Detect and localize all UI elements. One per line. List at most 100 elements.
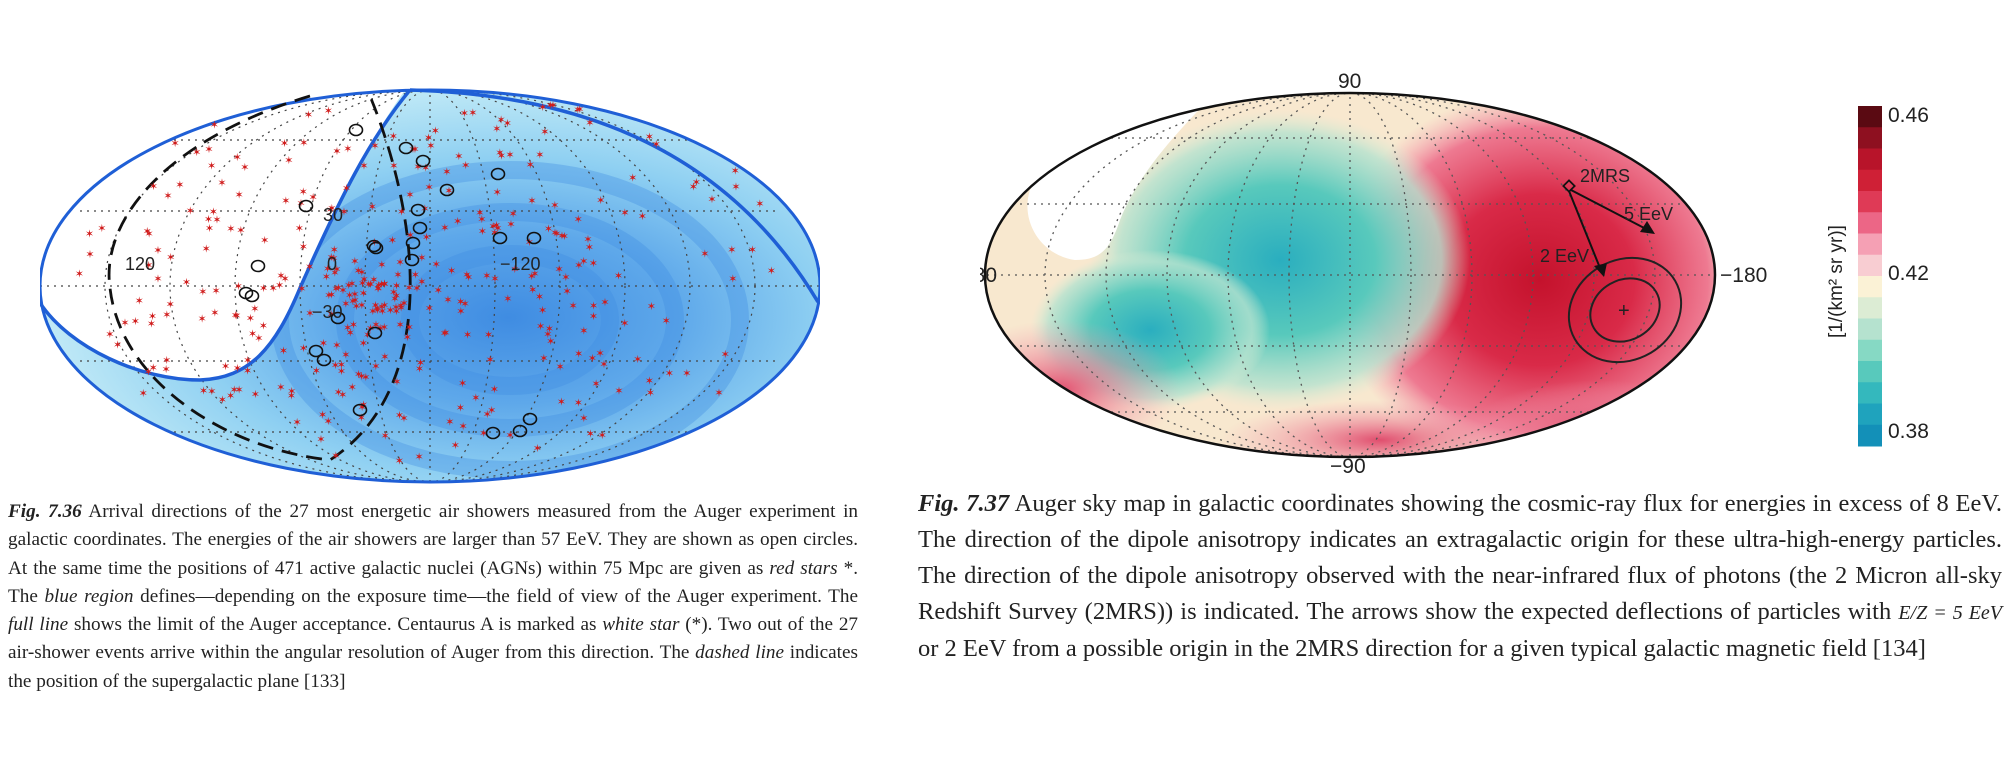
agn-star: ✶: [415, 451, 424, 464]
agn-star: ✶: [486, 354, 495, 367]
lat-label-0: 0: [327, 254, 337, 274]
agn-star: ✶: [527, 270, 536, 283]
agn-star: ✶: [490, 226, 499, 239]
agn-star: ✶: [295, 222, 304, 235]
agn-star: ✶: [417, 251, 426, 264]
agn-star: ✶: [426, 140, 435, 153]
agn-star: ✶: [424, 132, 433, 145]
agn-star: ✶: [545, 322, 554, 335]
air-shower-event-markers: [238, 123, 542, 440]
agn-star: ✶: [574, 397, 583, 410]
agn-star: ✶: [331, 359, 340, 372]
agn-star: ✶: [318, 408, 327, 421]
agn-star: ✶: [503, 117, 512, 130]
agn-star: ✶: [354, 265, 363, 278]
agn-star: ✶: [162, 354, 171, 367]
agn-star: ✶: [374, 279, 383, 292]
agn-star: ✶: [440, 327, 449, 340]
map-outline-737: [983, 91, 1717, 459]
agn-star: ✶: [405, 282, 414, 295]
colorbar-swatch: [1858, 191, 1882, 213]
agn-star: ✶: [412, 282, 421, 295]
agn-star: ✶: [589, 299, 598, 312]
agn-star: ✶: [416, 357, 425, 370]
agn-star: ✶: [218, 393, 227, 406]
agn-star: ✶: [434, 284, 443, 297]
agn-star: ✶: [505, 148, 514, 161]
agn-star: ✶: [327, 251, 336, 264]
agn-star: ✶: [461, 297, 470, 310]
agn-star: ✶: [350, 288, 359, 301]
agn-star: ✶: [463, 328, 472, 341]
agn-star: ✶: [332, 339, 341, 352]
agn-star: ✶: [509, 207, 518, 220]
graticule-736: [40, 90, 820, 482]
agn-star: ✶: [410, 143, 419, 156]
agn-star: ✶: [352, 300, 361, 313]
agn-star: ✶: [240, 161, 249, 174]
agn-star: ✶: [468, 107, 477, 120]
agn-star: ✶: [528, 283, 537, 296]
agn-star: ✶: [210, 306, 219, 319]
agn-star: ✶: [212, 214, 221, 227]
caption-fig-7-36: Fig. 7.36 Arrival directions of the 27 m…: [8, 501, 859, 692]
air-shower-event: [412, 221, 428, 235]
agn-star: ✶: [297, 282, 306, 295]
agn-star: ✶: [399, 412, 408, 425]
agn-star: ✶: [392, 290, 401, 303]
agn-star: ✶: [334, 282, 343, 295]
agn-star: ✶: [489, 220, 498, 233]
air-shower-event: [330, 311, 346, 325]
agn-star: ✶: [393, 269, 402, 282]
agn-star: ✶: [276, 269, 285, 282]
agn-star: ✶: [147, 317, 156, 330]
agn-star: ✶: [377, 259, 386, 272]
map-body-737: +: [985, 93, 1715, 457]
agn-star: ✶: [85, 248, 94, 261]
agn-star: ✶: [731, 180, 740, 193]
agn-star: ✶: [233, 362, 242, 375]
air-shower-event: [250, 259, 266, 273]
agn-star: ✶: [458, 377, 467, 390]
agn-star: ✶: [535, 149, 544, 162]
colorbar-unit-label: [1/(km² sr yr)]: [1826, 225, 1847, 338]
agn-star: ✶: [359, 159, 368, 172]
agn-star: ✶: [645, 374, 654, 387]
agn-star: ✶: [97, 222, 106, 235]
colorbar-swatch: [1858, 297, 1882, 319]
label-lon-minus180: −180: [1720, 264, 1767, 287]
agn-star: ✶: [399, 297, 408, 310]
air-shower-event: [367, 326, 383, 340]
air-shower-event: [352, 403, 368, 417]
air-shower-event: [490, 167, 506, 181]
agn-star: ✶: [389, 286, 398, 299]
agn-star: ✶: [492, 219, 501, 232]
agn-star: ✶: [143, 225, 152, 238]
agn-star: ✶: [312, 364, 321, 377]
auger-flux-sky-map: + 2MRS 5 EeV 2 EeV 90 −90 180 −180 0.46 …: [980, 70, 1929, 478]
colorbar-swatch: [1858, 233, 1882, 256]
agn-star: ✶: [358, 401, 367, 414]
agn-star: ✶: [573, 103, 582, 116]
agn-star: ✶: [334, 386, 343, 399]
air-shower-event: [439, 183, 455, 197]
agn-star: ✶: [254, 332, 263, 345]
agn-star: ✶: [432, 258, 441, 271]
colorbar-swatch: [1858, 254, 1882, 277]
agn-star: ✶: [460, 107, 469, 120]
label-5eev: 5 EeV: [1624, 204, 1673, 224]
agn-star: ✶: [471, 391, 480, 404]
agn-star: ✶: [462, 268, 471, 281]
agn-star: ✶: [546, 335, 555, 348]
agn-star: ✶: [447, 264, 456, 277]
agn-star: ✶: [357, 411, 366, 424]
agn-star: ✶: [235, 189, 244, 202]
air-shower-event: [485, 426, 501, 440]
agn-star: ✶: [293, 416, 302, 429]
agn-star: ✶: [748, 243, 757, 256]
agn-star: ✶: [346, 327, 355, 340]
agn-star: ✶: [354, 368, 363, 381]
caption-fig-7-37: Fig. 7.37 Auger sky map in galactic coor…: [918, 490, 2002, 662]
no-coverage-region: [1027, 98, 1210, 260]
agn-star: ✶: [392, 280, 401, 293]
